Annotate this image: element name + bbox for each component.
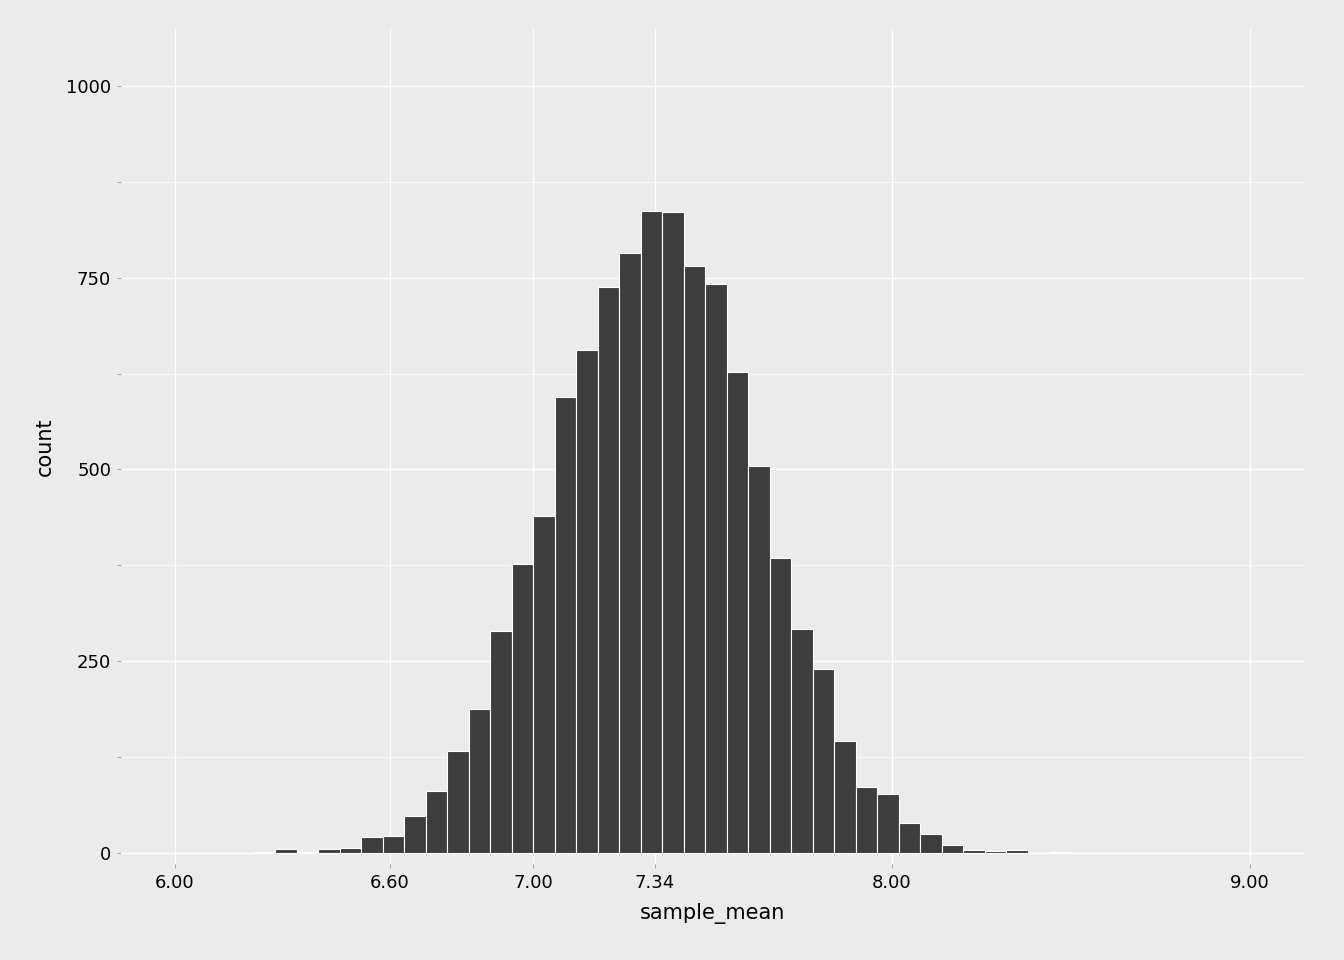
Bar: [770, 558, 792, 852]
Bar: [383, 835, 405, 852]
Bar: [663, 212, 684, 852]
Bar: [469, 709, 491, 852]
Bar: [340, 848, 362, 852]
Y-axis label: count: count: [35, 417, 55, 476]
Bar: [727, 372, 749, 852]
Bar: [534, 516, 555, 852]
Bar: [792, 629, 813, 852]
Bar: [577, 349, 598, 852]
Bar: [942, 845, 964, 852]
Bar: [899, 823, 921, 852]
Bar: [835, 740, 856, 852]
Bar: [448, 751, 469, 852]
Bar: [426, 791, 448, 852]
Bar: [491, 631, 512, 852]
Bar: [856, 786, 878, 852]
Bar: [706, 284, 727, 852]
Bar: [684, 266, 706, 852]
X-axis label: sample_mean: sample_mean: [640, 902, 785, 924]
Bar: [813, 669, 835, 852]
Bar: [878, 794, 899, 852]
Bar: [598, 287, 620, 852]
Bar: [362, 837, 383, 852]
Bar: [921, 834, 942, 852]
Bar: [985, 851, 1007, 852]
Bar: [319, 849, 340, 852]
Bar: [620, 253, 641, 852]
Bar: [641, 211, 663, 852]
Bar: [1007, 851, 1028, 852]
Bar: [555, 396, 577, 852]
Bar: [749, 466, 770, 852]
Bar: [276, 850, 297, 852]
Bar: [405, 817, 426, 852]
Bar: [512, 564, 534, 852]
Bar: [964, 851, 985, 852]
